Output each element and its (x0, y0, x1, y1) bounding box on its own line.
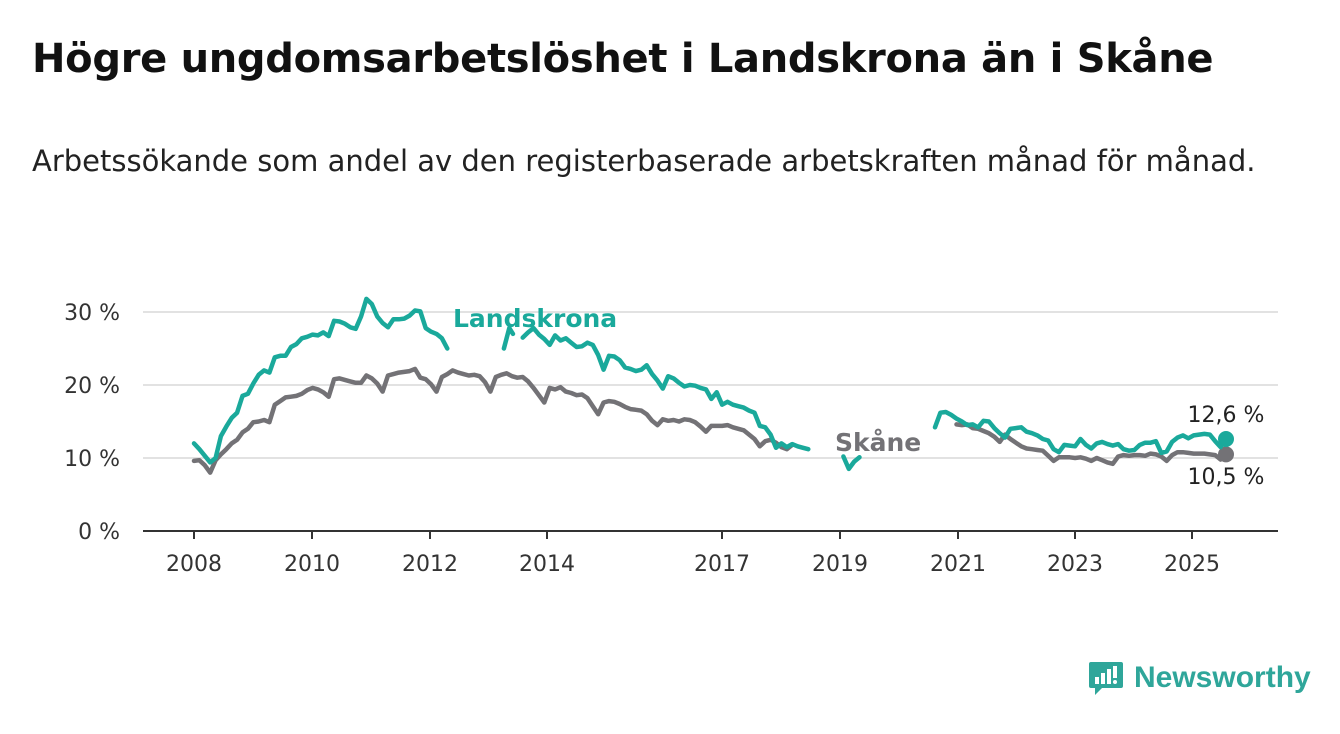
x-tick-label: 2008 (166, 552, 222, 577)
series-line-skne (954, 422, 1229, 467)
newsworthy-logo: Newsworthy (1088, 660, 1311, 696)
y-tick-label: 20 % (64, 374, 120, 399)
x-tick-label: 2012 (402, 552, 458, 577)
series-labels: Landskrona Skåne 12,6 % 10,5 % (453, 304, 1264, 490)
y-tick-label: 0 % (78, 520, 120, 545)
x-tick-label: 2017 (694, 552, 750, 577)
y-axis: 0 % 10 % 20 % 30 % (64, 301, 120, 545)
x-tick-label: 2019 (812, 552, 868, 577)
end-label-skane: 10,5 % (1188, 465, 1265, 490)
x-tick-label: 2023 (1047, 552, 1103, 577)
end-point-landskrona (1218, 431, 1234, 448)
chart-subtitle: Arbetssökande som andel av den registerb… (32, 144, 1256, 178)
chart-title: Högre ungdomsarbetslöshet i Landskrona ä… (32, 36, 1214, 82)
series-line-landskrona (520, 325, 811, 452)
bar-chart-speech-icon (1089, 662, 1123, 695)
gridlines (143, 311, 1278, 532)
series-line-landskrona (191, 296, 450, 465)
end-label-landskrona: 12,6 % (1188, 403, 1265, 428)
series-line-landskrona (501, 325, 516, 351)
series-line-landskrona (841, 454, 862, 472)
end-point-skne (1218, 446, 1234, 463)
x-tick-label: 2025 (1164, 552, 1220, 577)
y-tick-label: 30 % (64, 301, 120, 326)
series-lines (191, 296, 1234, 475)
x-tick-label: 2021 (930, 552, 986, 577)
x-axis: 2008 2010 2012 2014 2017 2019 2021 2023 2025 (166, 531, 1220, 577)
x-tick-label: 2014 (519, 552, 575, 577)
brand-name: Newsworthy (1134, 661, 1311, 694)
series-label-landskrona: Landskrona (453, 304, 617, 333)
series-line-skne (191, 366, 795, 475)
y-tick-label: 10 % (64, 447, 120, 472)
x-tick-label: 2010 (284, 552, 340, 577)
series-line-landskrona (932, 409, 1229, 456)
series-label-skane: Skåne (835, 428, 921, 457)
line-chart: 0 % 10 % 20 % 30 % 2008 2010 2012 2014 2017 2019… (64, 296, 1278, 577)
